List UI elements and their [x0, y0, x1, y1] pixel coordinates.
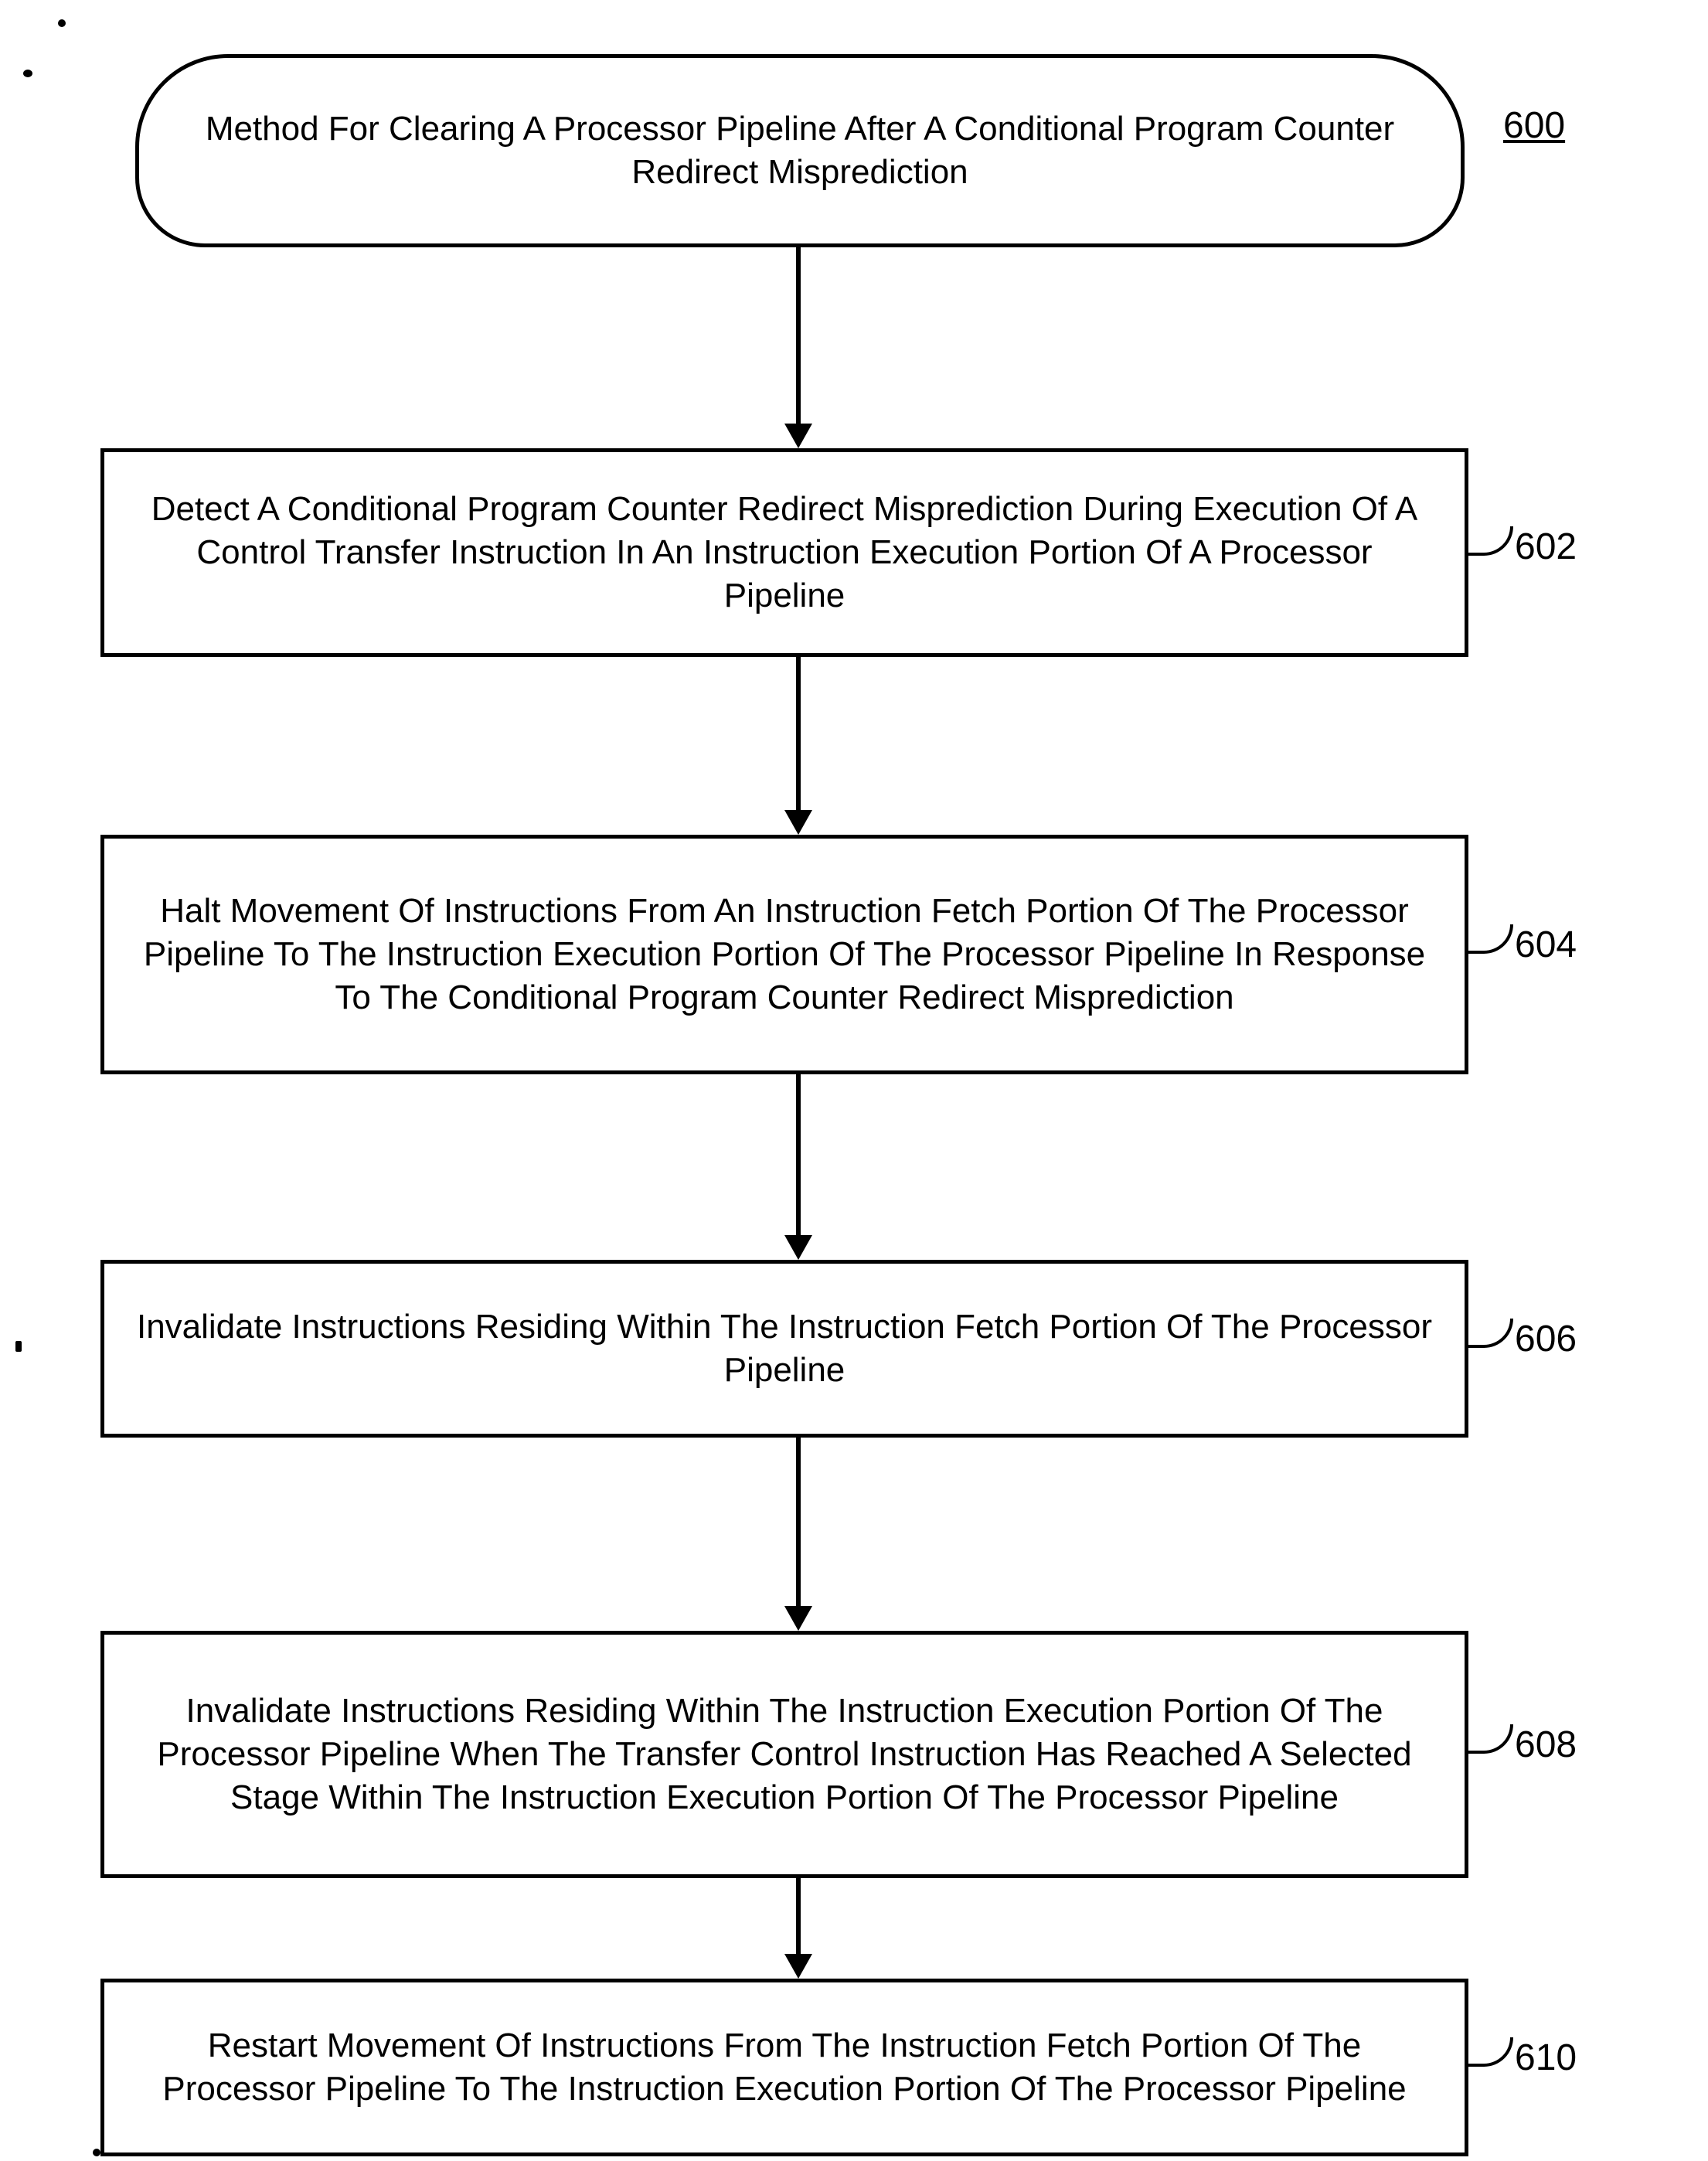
flowchart-canvas: 600 Method For Clearing A Processor Pipe…	[0, 0, 1708, 2161]
arrow-head	[784, 1606, 812, 1631]
arrow-line	[796, 1878, 801, 1957]
arrow-head	[784, 810, 812, 835]
arrow-line	[796, 657, 801, 813]
scan-artifact	[58, 19, 66, 27]
lead-curve	[1468, 1724, 1513, 1754]
figure-id-text: 600	[1503, 105, 1565, 146]
lead-curve	[1468, 924, 1513, 954]
title-box: Method For Clearing A Processor Pipeline…	[135, 54, 1465, 247]
arrow-head	[784, 1235, 812, 1260]
step-id-602: 602	[1515, 526, 1577, 568]
figure-id-label: 600	[1503, 104, 1565, 147]
step-box-608: Invalidate Instructions Residing Within …	[100, 1631, 1468, 1878]
step-box-604: Halt Movement Of Instructions From An In…	[100, 835, 1468, 1074]
step-text: Restart Movement Of Instructions From Th…	[135, 2024, 1434, 2112]
title-text: Method For Clearing A Processor Pipeline…	[185, 107, 1414, 195]
step-id-text: 610	[1515, 2037, 1577, 2078]
lead-curve	[1468, 526, 1513, 556]
step-id-text: 608	[1515, 1724, 1577, 1765]
step-text: Halt Movement Of Instructions From An In…	[135, 890, 1434, 1020]
step-box-606: Invalidate Instructions Residing Within …	[100, 1260, 1468, 1438]
arrow-head	[784, 424, 812, 448]
step-id-text: 604	[1515, 924, 1577, 965]
scan-artifact	[23, 70, 32, 77]
step-text: Invalidate Instructions Residing Within …	[135, 1305, 1434, 1393]
arrow-line	[796, 1438, 801, 1609]
arrow-line	[796, 1074, 801, 1238]
step-id-608: 608	[1515, 1724, 1577, 1766]
step-id-606: 606	[1515, 1318, 1577, 1360]
step-text: Detect A Conditional Program Counter Red…	[135, 488, 1434, 618]
step-text: Invalidate Instructions Residing Within …	[135, 1690, 1434, 1820]
step-id-610: 610	[1515, 2037, 1577, 2079]
step-box-602: Detect A Conditional Program Counter Red…	[100, 448, 1468, 657]
step-id-604: 604	[1515, 924, 1577, 966]
step-box-610: Restart Movement Of Instructions From Th…	[100, 1979, 1468, 2156]
step-id-text: 602	[1515, 526, 1577, 567]
arrow-head	[784, 1954, 812, 1979]
lead-curve	[1468, 1319, 1513, 1348]
step-id-text: 606	[1515, 1319, 1577, 1360]
scan-artifact	[93, 2149, 100, 2156]
scan-artifact	[15, 1341, 22, 1352]
arrow-line	[796, 247, 801, 427]
lead-curve	[1468, 2037, 1513, 2067]
